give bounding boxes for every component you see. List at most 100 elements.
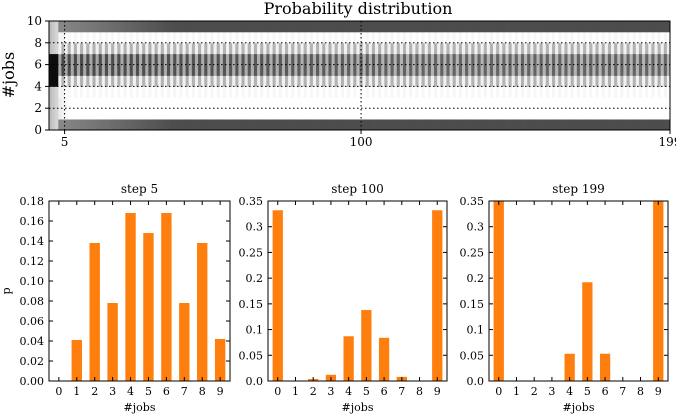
- heatmap-cell: [142, 64, 146, 76]
- heatmap-cell: [191, 53, 196, 65]
- heatmap-cell: [623, 86, 627, 98]
- heatmap-cell: [83, 31, 87, 44]
- heatmap-cell: [452, 64, 457, 76]
- heatmap-cell: [635, 42, 640, 55]
- heatmap-cell: [337, 97, 342, 109]
- heatmap-cell: [524, 119, 528, 131]
- heatmap-cell: [583, 119, 587, 131]
- heatmap-cell: [508, 108, 513, 120]
- heatmap-cell: [123, 75, 128, 87]
- heatmap-cell: [154, 86, 159, 98]
- heatmap-cell: [415, 64, 419, 76]
- bar: [599, 353, 611, 381]
- heatmap-cell: [343, 75, 348, 87]
- heatmap-cell: [232, 53, 236, 65]
- heatmap-cell: [502, 64, 506, 76]
- heatmap-cell: [132, 42, 137, 55]
- heatmap-cell: [564, 64, 568, 76]
- heatmap-cell: [629, 21, 634, 33]
- heatmap-cell: [415, 97, 419, 109]
- heatmap-cell: [108, 119, 112, 131]
- heatmap-cell: [480, 31, 485, 44]
- heatmap-cell: [173, 97, 177, 109]
- heatmap-cell: [225, 108, 230, 120]
- heatmap-cell: [98, 97, 103, 109]
- heatmap-cell: [204, 53, 208, 65]
- heatmap-cell: [225, 64, 230, 76]
- heatmap-cell: [552, 42, 556, 55]
- heatmap-cell: [213, 86, 218, 98]
- heatmap-cell: [406, 86, 410, 98]
- heatmap-cell: [61, 42, 65, 55]
- heatmap-cell: [241, 42, 246, 55]
- heatmap-cell: [496, 53, 500, 65]
- heatmap-cell: [642, 21, 646, 33]
- heatmap-cell: [539, 53, 544, 65]
- heatmap-cell: [76, 53, 81, 65]
- heatmap-cell: [92, 31, 96, 44]
- heatmap-cell: [452, 108, 457, 120]
- heatmap-cell: [241, 64, 246, 76]
- heatmap-cell: [365, 86, 370, 98]
- heatmap-cell: [300, 75, 304, 87]
- heatmap-cell: [204, 42, 208, 55]
- heatmap-cell: [104, 53, 109, 65]
- heatmap-cell: [446, 21, 450, 33]
- heatmap-cell: [80, 64, 84, 76]
- heatmap-cell: [111, 75, 115, 87]
- heatmap-cell: [160, 31, 165, 44]
- heatmap-cell: [660, 53, 665, 65]
- heatmap-cell: [49, 75, 53, 87]
- bar-x-tick-label: 0: [495, 385, 502, 398]
- heatmap-cell: [108, 97, 112, 109]
- heatmap-cell: [365, 108, 370, 120]
- heatmap-cell: [70, 53, 75, 65]
- heatmap-cell: [114, 86, 118, 98]
- heatmap-cell: [651, 108, 655, 120]
- heatmap-cell: [325, 21, 329, 33]
- heatmap-cell: [117, 64, 121, 76]
- heatmap-cell: [250, 75, 255, 87]
- heatmap-cell: [210, 119, 214, 131]
- heatmap-cell: [58, 53, 62, 65]
- heatmap-cell: [564, 75, 568, 87]
- heatmap-cell: [527, 97, 531, 109]
- heatmap-cell: [179, 64, 183, 76]
- heatmap-cell: [402, 97, 407, 109]
- heatmap-cell: [393, 75, 398, 87]
- heatmap-cell: [638, 119, 643, 131]
- heatmap-cell: [129, 119, 134, 131]
- heatmap-cell: [415, 86, 419, 98]
- heatmap-y-tick-label: 2: [34, 101, 42, 115]
- heatmap-cell: [111, 119, 115, 131]
- heatmap-cell: [213, 42, 218, 55]
- heatmap-cell: [548, 119, 553, 131]
- heatmap-cell: [579, 86, 584, 98]
- heatmap-cell: [92, 42, 96, 55]
- heatmap-cell: [465, 97, 469, 109]
- heatmap-cell: [409, 97, 413, 109]
- heatmap-cell: [493, 97, 497, 109]
- heatmap-cell: [620, 75, 624, 87]
- heatmap-cell: [166, 86, 171, 98]
- heatmap-cell: [517, 31, 522, 44]
- heatmap-cell: [166, 64, 171, 76]
- heatmap-cell: [194, 86, 199, 98]
- heatmap-cell: [139, 86, 143, 98]
- heatmap-cell: [614, 21, 618, 33]
- heatmap-cell: [508, 64, 513, 76]
- heatmap-cell: [160, 53, 165, 65]
- heatmap-cell: [623, 42, 627, 55]
- heatmap-cell: [449, 21, 454, 33]
- heatmap-cell: [201, 53, 205, 65]
- heatmap-cell: [319, 42, 323, 55]
- heatmap-cell: [123, 21, 128, 33]
- heatmap-cell: [427, 86, 432, 98]
- heatmap-cell: [632, 42, 637, 55]
- heatmap-cell: [263, 53, 267, 65]
- heatmap-cell: [378, 64, 382, 76]
- heatmap-cell: [154, 97, 159, 109]
- heatmap-cell: [297, 108, 301, 120]
- heatmap-cell: [64, 31, 69, 44]
- heatmap-cell: [607, 21, 612, 33]
